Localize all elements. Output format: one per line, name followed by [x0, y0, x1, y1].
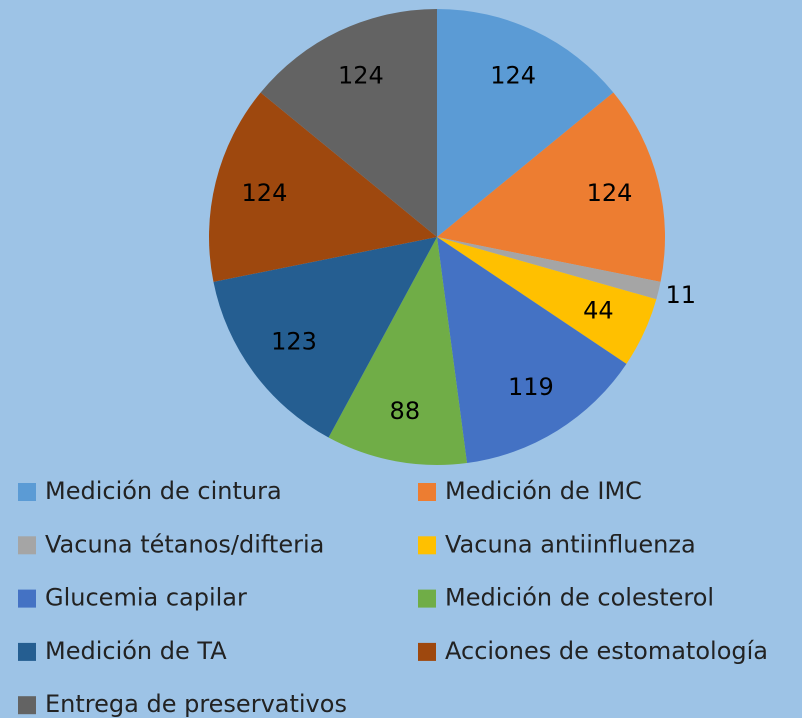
pie-slice [437, 9, 614, 237]
legend-swatch [18, 483, 36, 501]
data-label: 123 [271, 328, 317, 356]
data-label: 124 [338, 61, 384, 89]
legend-label: Entrega de preservativos [45, 690, 347, 718]
legend-label: Vacuna antiinfluenza [445, 530, 696, 558]
legend-swatch [418, 589, 436, 608]
legend-swatch [418, 483, 436, 501]
legend-label: Medición de cintura [45, 477, 282, 505]
legend-label: Vacuna tétanos/difteria [45, 530, 324, 558]
pie-slice [437, 237, 661, 300]
pie-slice [209, 92, 437, 282]
legend-label: Medición de TA [45, 637, 227, 665]
pie-slice [260, 9, 437, 237]
pie-slice [213, 237, 437, 438]
pie-slice [437, 237, 627, 464]
data-label: 44 [583, 297, 614, 325]
legend-swatch [418, 642, 436, 661]
data-label: 124 [490, 61, 536, 89]
legend-swatch [18, 589, 36, 608]
legend-swatch [18, 642, 36, 661]
legend-label: Glucemia capilar [45, 584, 247, 612]
legend-swatch [18, 536, 36, 555]
legend-label: Medición de colesterol [445, 584, 714, 612]
data-label: 124 [242, 179, 288, 207]
legend-label: Medición de IMC [445, 477, 642, 505]
data-label: 88 [390, 397, 421, 425]
legend-swatch [18, 696, 36, 715]
pie-slice [437, 237, 657, 364]
data-label: 119 [508, 373, 554, 401]
legend-swatch [418, 536, 436, 555]
legend-label: Acciones de estomatología [445, 637, 768, 665]
data-label: 124 [587, 179, 633, 207]
pie-slice [437, 92, 666, 282]
pie-slice [328, 237, 467, 465]
data-label: 11 [666, 281, 697, 309]
